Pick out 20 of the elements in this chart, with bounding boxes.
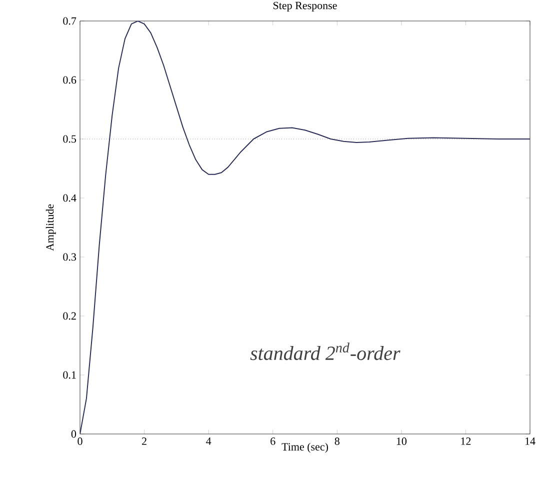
y-tick-label: 0.7 (63, 17, 76, 25)
x-tick-label: 0 (78, 438, 82, 445)
chart-title: Step Response (274, 2, 337, 12)
y-tick-label: 0.5 (63, 135, 76, 143)
y-tick-label: 0 (71, 430, 76, 438)
annotation: standard 2$^{nd}$-order (250, 342, 400, 360)
y-axis-title: Amplitude (46, 204, 56, 251)
x-tick-label: 12 (461, 438, 471, 445)
y-tick-label: 0.6 (63, 76, 76, 84)
y-tick-label: 0.3 (63, 253, 76, 261)
x-tick-label: 8 (334, 438, 340, 445)
x-tick-label: 4 (206, 438, 212, 445)
y-tick-label: 0.2 (63, 312, 76, 320)
y-tick-label: 0.4 (63, 194, 76, 202)
x-tick-label: 2 (142, 438, 146, 445)
x-axis-title: Time (sec) (282, 442, 328, 453)
x-tick-label: 6 (270, 438, 276, 445)
x-tick-label: 14 (525, 438, 536, 445)
y-tick-label: 0.1 (63, 371, 76, 379)
x-tick-label: 10 (396, 438, 407, 445)
